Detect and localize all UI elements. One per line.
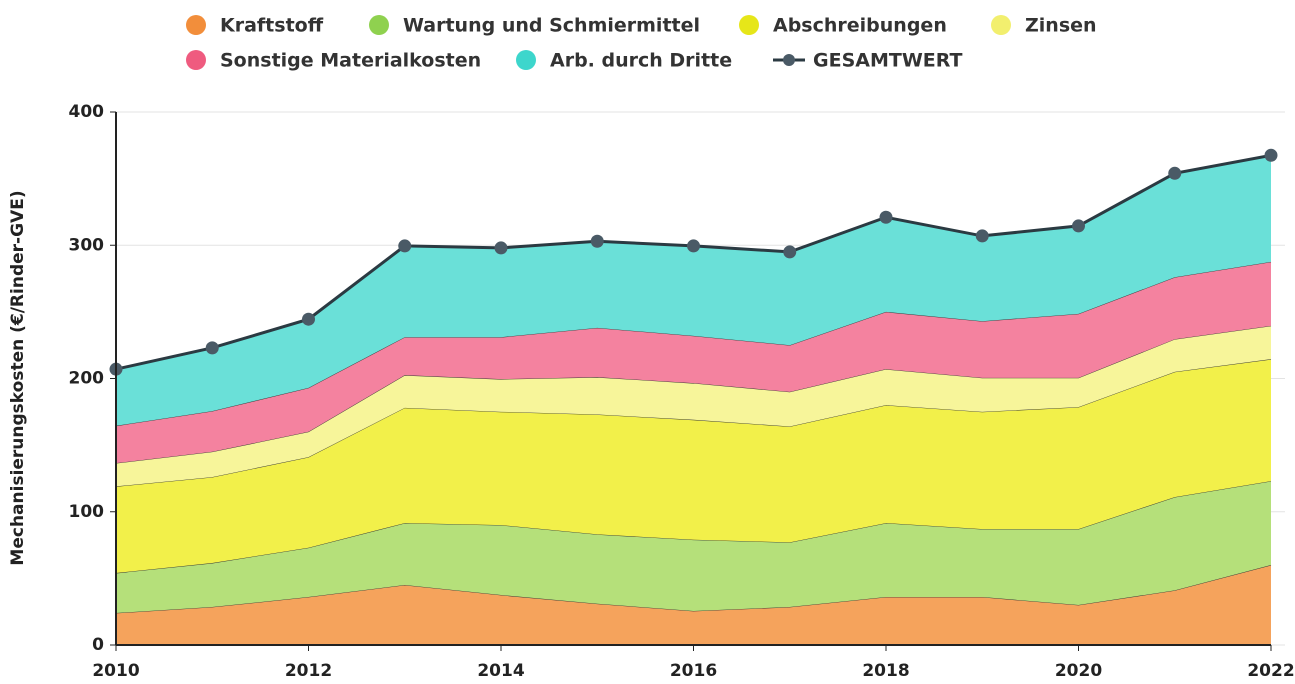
legend-label: GESAMTWERT — [813, 50, 963, 72]
legend-label: Arb. durch Dritte — [550, 50, 732, 72]
legend-label: Kraftstoff — [220, 15, 324, 37]
y-tick-label: 0 — [92, 635, 104, 655]
x-tick-label: 2016 — [670, 661, 717, 681]
x-tick-label: 2012 — [285, 661, 332, 681]
y-axis-title: Mechanisierungskosten (€/Rinder-GVE) — [8, 190, 28, 565]
total-point — [1264, 148, 1278, 162]
total-point — [302, 312, 315, 326]
legend-swatch — [186, 15, 206, 35]
legend-swatch — [186, 50, 206, 70]
area — [116, 325, 1271, 487]
total-point — [879, 210, 893, 224]
legend-swatch — [739, 15, 759, 35]
y-tick-label: 100 — [69, 502, 105, 522]
legend-swatch — [783, 54, 795, 66]
legend-label: Abschreibungen — [773, 15, 947, 37]
x-tick-label: 2010 — [92, 661, 139, 681]
area — [116, 155, 1271, 426]
area — [116, 481, 1271, 614]
legend-swatch — [991, 15, 1011, 35]
total-point — [687, 239, 700, 253]
total-point — [205, 341, 219, 355]
x-tick-label: 2014 — [477, 661, 524, 681]
area — [116, 261, 1271, 464]
y-tick-label: 400 — [69, 102, 105, 122]
legend-label: Wartung und Schmiermittel — [403, 15, 700, 37]
legend-swatch — [369, 15, 389, 35]
y-tick-label: 300 — [69, 235, 105, 255]
area — [116, 359, 1271, 574]
total-point — [975, 229, 989, 243]
legend-swatch — [516, 50, 536, 70]
total-point — [1168, 166, 1182, 180]
x-tick-label: 2020 — [1055, 661, 1102, 681]
y-tick-label: 200 — [69, 369, 105, 389]
legend-label: Sonstige Materialkosten — [220, 50, 481, 72]
total-point — [1072, 219, 1085, 233]
total-point — [590, 234, 604, 248]
total-point — [494, 241, 508, 255]
x-tick-label: 2022 — [1247, 661, 1294, 681]
total-point — [783, 245, 797, 259]
x-tick-label: 2018 — [862, 661, 909, 681]
legend-label: Zinsen — [1025, 15, 1097, 37]
total-point — [398, 239, 412, 253]
